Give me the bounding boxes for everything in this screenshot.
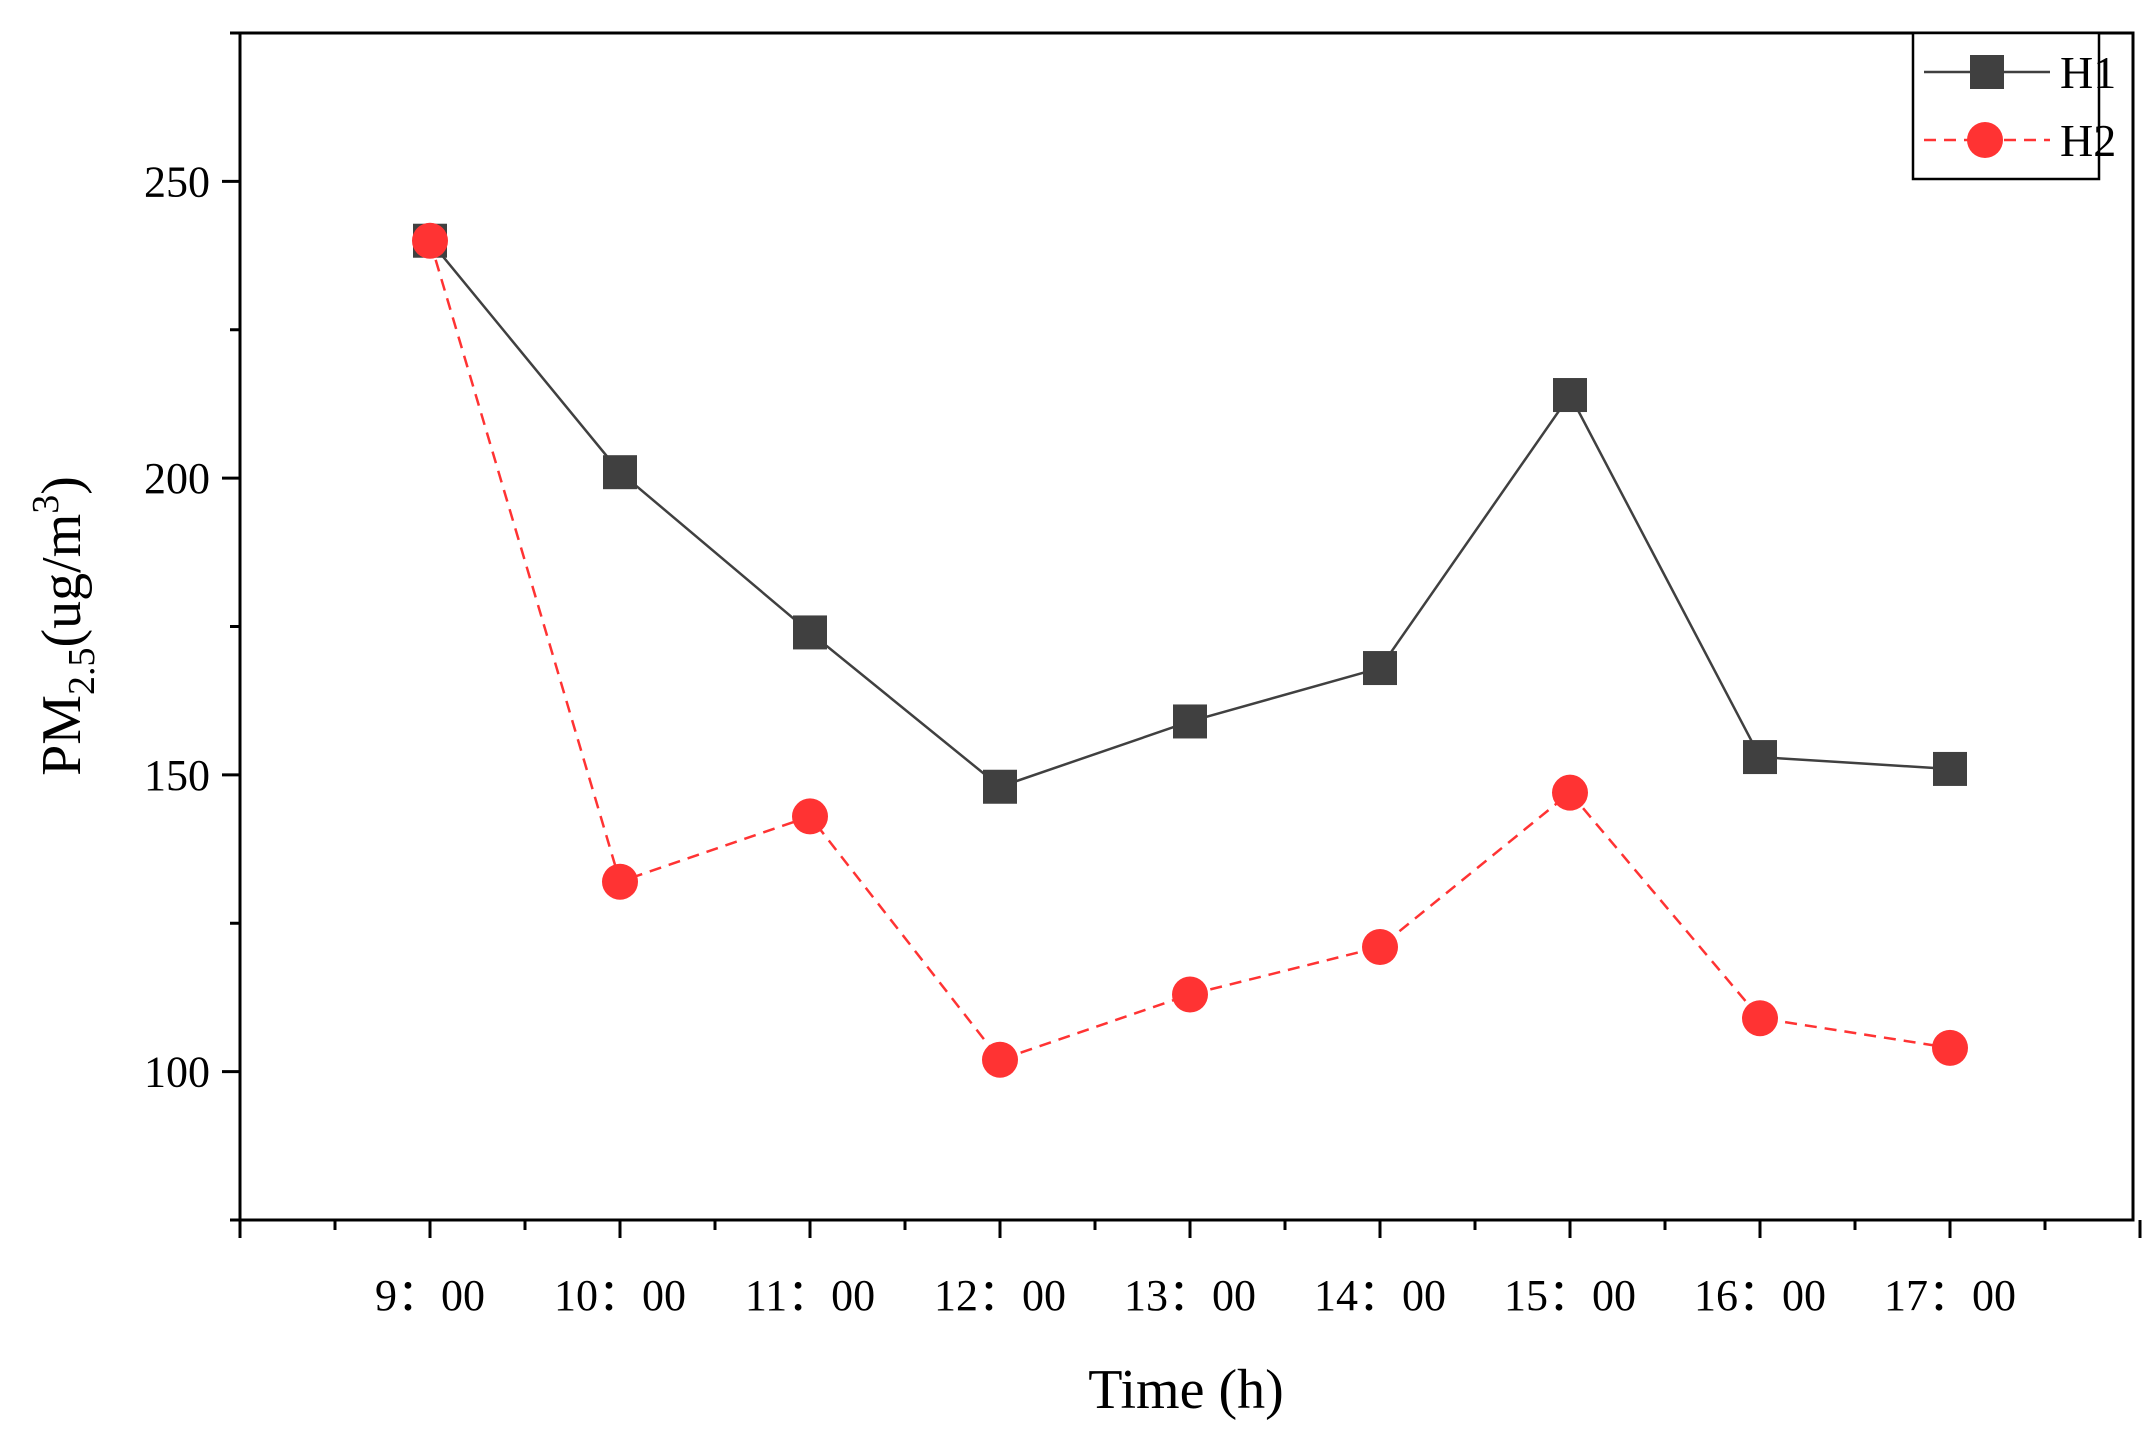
data-point-h1 xyxy=(1363,651,1397,686)
y-tick-label: 250 xyxy=(144,157,210,206)
y-tick-label: 200 xyxy=(144,454,210,503)
x-tick-label: 9：00 xyxy=(375,1271,485,1320)
data-point-h2 xyxy=(602,863,638,900)
legend-box xyxy=(1911,31,2101,181)
x-tick-label: 14：00 xyxy=(1314,1271,1446,1320)
data-point-h1 xyxy=(793,615,827,650)
y-axis-title-subscript: 2.5 xyxy=(61,647,103,695)
data-point-h2 xyxy=(1172,976,1208,1013)
x-tick-label: 16：00 xyxy=(1694,1271,1826,1320)
data-point-h2 xyxy=(412,222,448,259)
data-point-h2 xyxy=(1742,1000,1778,1037)
legend: H1 H2 xyxy=(1911,31,2116,181)
y-axis-title-unit-open: (ug/m xyxy=(31,514,93,648)
x-tick-label: 11：00 xyxy=(745,1271,875,1320)
data-point-h2 xyxy=(1362,928,1398,965)
legend-h1-label: H1 xyxy=(2060,47,2116,98)
data-point-h2 xyxy=(1552,774,1588,811)
legend-h1-marker xyxy=(1970,55,2004,89)
series-layer xyxy=(412,222,1968,1078)
data-point-h1 xyxy=(603,455,637,490)
data-point-h1 xyxy=(1173,704,1207,739)
legend-h2-label: H2 xyxy=(2060,115,2116,166)
data-point-h1 xyxy=(1743,740,1777,775)
data-point-h2 xyxy=(1932,1029,1968,1066)
x-tick-label: 15：00 xyxy=(1504,1271,1636,1320)
x-tick-label: 12：00 xyxy=(934,1271,1066,1320)
x-axis: 9：00 10：00 11：00 12：00 13：00 14：00 15：00 16：00 1… xyxy=(238,1220,2142,1320)
y-axis-title-unit-close: ) xyxy=(31,476,93,495)
series-line-h2 xyxy=(428,240,1951,1062)
data-point-h1 xyxy=(1553,378,1587,413)
y-tick-label: 150 xyxy=(144,751,210,800)
x-axis-title: Time (h) xyxy=(1088,1359,1284,1421)
plot-frame xyxy=(238,31,2135,1222)
data-point-h1 xyxy=(1933,751,1967,786)
x-tick-label: 17：00 xyxy=(1884,1271,2016,1320)
x-tick-label: 10：00 xyxy=(554,1271,686,1320)
y-axis-title: PM2.5(ug/m3) xyxy=(25,476,103,776)
data-point-h2 xyxy=(982,1041,1018,1078)
x-tick-label: 13：00 xyxy=(1124,1271,1256,1320)
y-axis-title-superscript: 3 xyxy=(25,495,67,514)
y-tick-label: 100 xyxy=(144,1048,210,1097)
y-axis-title-prefix: PM xyxy=(31,695,93,776)
data-point-h1 xyxy=(983,769,1017,804)
legend-h2-marker xyxy=(1967,122,2003,158)
data-point-h2 xyxy=(792,798,828,835)
y-axis: 100 150 200 250 xyxy=(144,31,240,1222)
